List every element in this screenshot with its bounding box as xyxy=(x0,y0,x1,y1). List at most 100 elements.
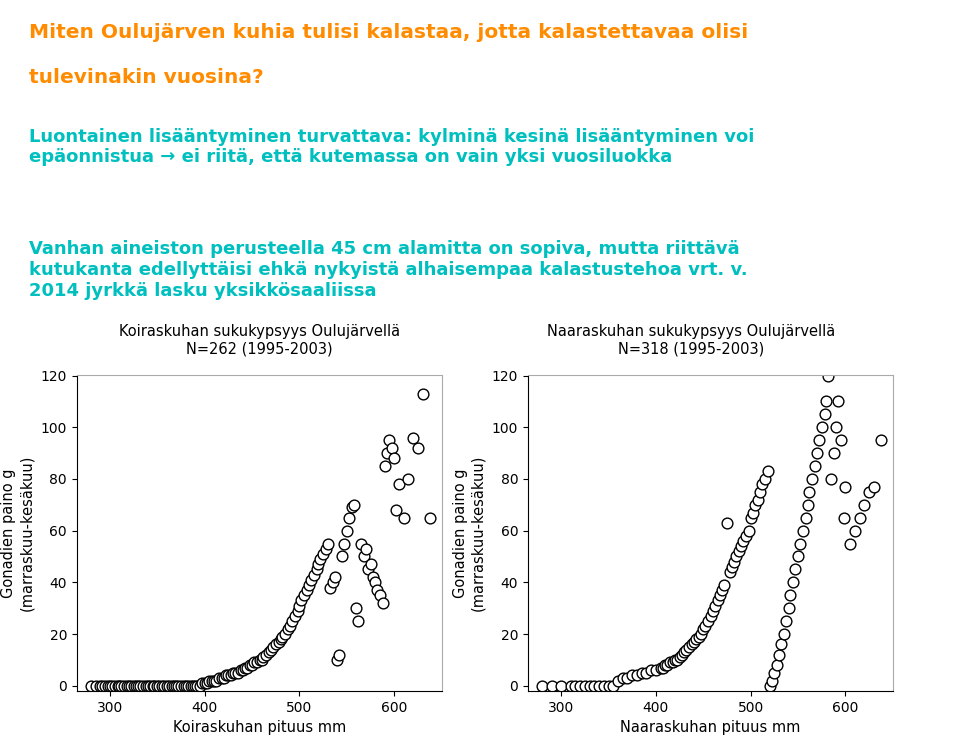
Point xyxy=(755,478,770,490)
Point xyxy=(214,672,229,684)
Point xyxy=(230,667,246,679)
Point xyxy=(572,680,588,692)
Point xyxy=(389,504,404,516)
Point xyxy=(145,680,160,692)
Point xyxy=(129,680,144,692)
Point xyxy=(271,636,286,648)
Point xyxy=(226,667,241,679)
Point xyxy=(164,680,180,692)
Point xyxy=(147,680,162,692)
Point xyxy=(268,638,283,650)
Point xyxy=(577,680,592,692)
Point xyxy=(197,677,212,689)
Point xyxy=(410,442,425,454)
Point xyxy=(150,680,165,692)
Point xyxy=(258,649,274,661)
Point xyxy=(615,672,631,684)
Point xyxy=(218,669,233,681)
Point xyxy=(772,649,787,661)
Point xyxy=(113,680,129,692)
Point xyxy=(331,649,347,661)
Y-axis label: Gonadien paino g
(marraskuu-kesäkuu): Gonadien paino g (marraskuu-kesäkuu) xyxy=(452,455,485,611)
Point xyxy=(347,499,362,511)
Point xyxy=(733,540,749,552)
Point xyxy=(182,680,198,692)
Point xyxy=(366,572,381,584)
Point xyxy=(866,481,881,493)
Point xyxy=(838,481,853,493)
Point xyxy=(306,569,322,581)
Point xyxy=(303,574,319,586)
Point xyxy=(811,434,827,446)
Point xyxy=(848,525,863,537)
Text: Luontainen lisääntyminen turvattava: kylminä kesinä lisääntyminen voi
epäonnistu: Luontainen lisääntyminen turvattava: kyl… xyxy=(29,128,755,167)
Point xyxy=(171,680,186,692)
Point xyxy=(716,579,732,591)
Point xyxy=(660,659,675,671)
Point xyxy=(300,584,315,596)
Point xyxy=(535,680,550,692)
Point xyxy=(634,667,649,679)
Point xyxy=(751,493,766,505)
Point xyxy=(167,680,182,692)
Point xyxy=(237,662,252,674)
Point xyxy=(174,680,189,692)
Point xyxy=(821,369,836,382)
Point xyxy=(152,680,167,692)
Point xyxy=(709,595,725,607)
Point xyxy=(123,680,138,692)
Point xyxy=(696,623,711,635)
Text: Naaraskuhan sukukypsyys Oulujärvellä
N=318 (1995-2003): Naaraskuhan sukukypsyys Oulujärvellä N=3… xyxy=(547,324,835,357)
Point xyxy=(101,680,116,692)
Point xyxy=(131,680,146,692)
Point xyxy=(620,672,636,684)
X-axis label: Naaraskuhan pituus mm: Naaraskuhan pituus mm xyxy=(620,720,801,735)
Point xyxy=(245,659,260,671)
Point xyxy=(261,646,276,658)
Point xyxy=(643,664,659,676)
Point xyxy=(707,599,722,611)
Point xyxy=(712,590,728,602)
Point xyxy=(701,615,716,627)
Point xyxy=(339,525,354,537)
Point xyxy=(372,590,388,602)
Point xyxy=(753,486,768,498)
Point xyxy=(155,680,170,692)
Point xyxy=(852,511,867,523)
Point xyxy=(809,447,825,459)
Point xyxy=(669,654,684,666)
Point xyxy=(98,680,113,692)
Point xyxy=(250,656,265,668)
Point xyxy=(292,599,307,611)
Point xyxy=(630,669,645,681)
Point xyxy=(88,680,104,692)
Point xyxy=(280,623,296,635)
Point xyxy=(698,620,713,632)
Point xyxy=(563,680,578,692)
Point xyxy=(694,628,709,640)
Point xyxy=(762,680,778,692)
Point xyxy=(648,664,663,676)
Point xyxy=(273,633,288,645)
Point xyxy=(658,659,673,671)
Point xyxy=(662,656,678,668)
Point xyxy=(179,680,194,692)
Point xyxy=(311,558,326,570)
Point xyxy=(764,674,780,686)
Point xyxy=(336,538,351,550)
Point xyxy=(682,641,697,653)
Text: Koiraskuhan sukukypsyys Oulujärvellä
N=262 (1995-2003): Koiraskuhan sukukypsyys Oulujärvellä N=2… xyxy=(119,324,399,357)
Point xyxy=(760,465,776,477)
Point xyxy=(385,442,400,454)
Point xyxy=(177,680,192,692)
Point xyxy=(824,473,839,485)
Point xyxy=(656,662,671,674)
Point xyxy=(313,553,328,565)
Point xyxy=(363,558,378,570)
Point xyxy=(679,644,694,656)
Point xyxy=(833,434,849,446)
Point xyxy=(382,434,397,446)
Point xyxy=(334,550,349,562)
Point xyxy=(861,486,876,498)
Point xyxy=(819,395,834,407)
